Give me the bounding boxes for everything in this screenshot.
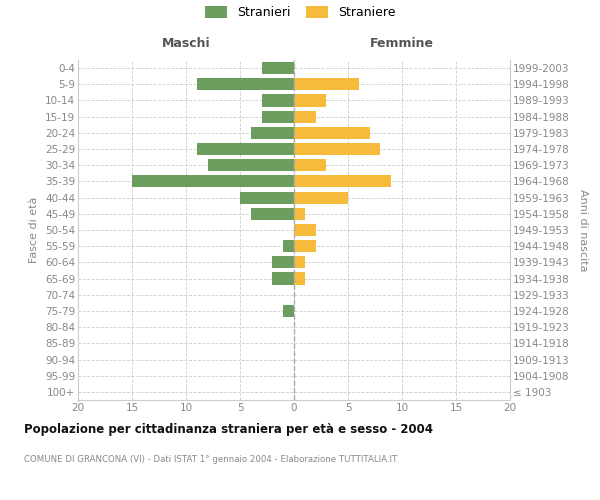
- Bar: [197, 78, 294, 90]
- Text: Popolazione per cittadinanza straniera per età e sesso - 2004: Popolazione per cittadinanza straniera p…: [24, 422, 433, 436]
- Text: Maschi: Maschi: [161, 37, 211, 50]
- Bar: [294, 240, 316, 252]
- Text: COMUNE DI GRANCONA (VI) - Dati ISTAT 1° gennaio 2004 - Elaborazione TUTTITALIA.I: COMUNE DI GRANCONA (VI) - Dati ISTAT 1° …: [24, 455, 397, 464]
- Bar: [132, 176, 294, 188]
- Bar: [251, 208, 294, 220]
- Bar: [197, 143, 294, 155]
- Bar: [272, 256, 294, 268]
- Bar: [262, 62, 294, 74]
- Bar: [294, 224, 316, 236]
- Bar: [294, 78, 359, 90]
- Legend: Stranieri, Straniere: Stranieri, Straniere: [205, 6, 395, 20]
- Bar: [294, 143, 380, 155]
- Y-axis label: Fasce di età: Fasce di età: [29, 197, 40, 263]
- Bar: [294, 272, 305, 284]
- Bar: [294, 208, 305, 220]
- Bar: [283, 240, 294, 252]
- Bar: [294, 192, 348, 203]
- Bar: [208, 159, 294, 172]
- Text: Femmine: Femmine: [370, 37, 434, 50]
- Bar: [251, 127, 294, 139]
- Bar: [294, 94, 326, 106]
- Bar: [240, 192, 294, 203]
- Bar: [294, 159, 326, 172]
- Bar: [294, 127, 370, 139]
- Bar: [283, 305, 294, 317]
- Bar: [262, 94, 294, 106]
- Bar: [262, 110, 294, 122]
- Bar: [294, 176, 391, 188]
- Y-axis label: Anni di nascita: Anni di nascita: [578, 188, 588, 271]
- Bar: [272, 272, 294, 284]
- Bar: [294, 256, 305, 268]
- Bar: [294, 110, 316, 122]
